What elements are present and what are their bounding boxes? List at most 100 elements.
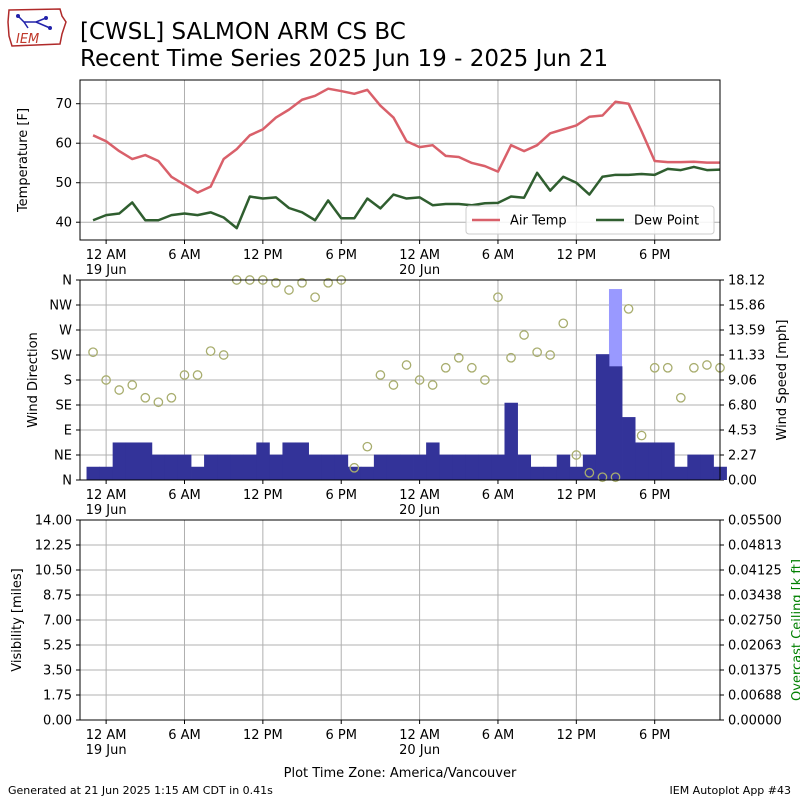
wind-speed-bar [400, 454, 414, 480]
ceiling-tick-label: 0.01375 [728, 664, 782, 679]
wind-speed-tick-label: 0.00 [728, 474, 757, 489]
x-day-label: 20 Jun [399, 263, 440, 278]
wind-dir-tick-label: N [62, 274, 72, 289]
air-temp-series-line [92, 87, 720, 194]
iowa-shape-icon [7, 8, 67, 47]
wind-direction-point [702, 360, 712, 370]
x-tick-label: 6 PM [325, 488, 356, 503]
wind-speed-bar [517, 454, 532, 480]
wind-dir-tick-label: E [64, 424, 72, 439]
wind-direction-point [114, 385, 125, 395]
wind-speed-tick-label: 15.86 [728, 299, 765, 314]
x-tick-label: 6 AM [482, 248, 515, 263]
plot-frame [79, 79, 721, 241]
wind-speed-bar [687, 454, 701, 480]
x-tick-label: 12 PM [243, 728, 283, 743]
x-day-label: 19 Jun [86, 263, 127, 278]
wind-speed-bar [204, 454, 218, 480]
x-tick-label: 12 AM [399, 728, 440, 743]
wind-dir-tick-label: W [59, 324, 72, 339]
ceiling-tick-label: 0.03438 [728, 589, 782, 604]
wind-speed-bar [700, 454, 714, 480]
wind-speed-bar [217, 454, 231, 480]
wind-direction-point [519, 330, 529, 340]
wind-speed-bar [138, 442, 153, 480]
wind-direction-point [558, 318, 569, 329]
wind-speed-tick-label: 13.59 [728, 324, 765, 339]
dew-point-series-line [92, 165, 721, 230]
visibility-tick-label: 12.25 [35, 539, 72, 554]
legend-label: Dew Point [634, 214, 699, 229]
wind-speed-bar [321, 454, 336, 480]
wind-direction-point [140, 392, 151, 403]
plot-frame [79, 279, 721, 481]
footer-generated: Generated at 21 Jun 2025 1:15 AM CDT in … [8, 784, 273, 797]
wind-direction-point [427, 380, 438, 390]
x-tick-label: 6 AM [482, 728, 515, 743]
chart-title-line2: Recent Time Series 2025 Jun 19 - 2025 Ju… [80, 46, 609, 72]
wind-direction-point [179, 370, 190, 380]
x-day-label: 20 Jun [399, 503, 440, 518]
wind-speed-bar [622, 417, 636, 480]
y-tick-label: 60 [55, 137, 72, 152]
wind-speed-tick-label: 4.53 [728, 424, 757, 439]
wind-direction-point [453, 352, 464, 363]
wind-speed-bar [582, 454, 597, 480]
wind-direction-point [401, 360, 412, 370]
x-tick-label: 12 PM [556, 728, 596, 743]
x-tick-label: 12 AM [86, 488, 127, 503]
wind-dir-tick-label: S [64, 374, 72, 389]
wind-direction-point [388, 380, 399, 390]
x-tick-label: 6 AM [168, 728, 201, 743]
wind-direction-point [675, 392, 686, 403]
wind-speed-bar [295, 442, 309, 480]
wind-speed-bar [308, 454, 323, 480]
ceiling-tick-label: 0.04813 [728, 539, 782, 554]
wind-speed-bar [674, 466, 688, 480]
ceiling-tick-label: 0.02063 [728, 639, 782, 654]
wind-direction-point [493, 292, 503, 303]
wind-speed-bar [648, 442, 662, 480]
y-axis-label-visibility: Visibility [miles] [10, 568, 25, 671]
y-axis-label-wind-speed: Wind Speed [mph] [775, 320, 790, 441]
visibility-tick-label: 5.25 [43, 639, 72, 654]
iem-logo: IEM [7, 8, 67, 47]
wind-direction-point [297, 277, 307, 288]
wind-speed-bar [177, 454, 192, 480]
wind-speed-bar [504, 402, 518, 480]
x-tick-label: 12 PM [243, 488, 283, 503]
legend-label: Air Temp [510, 214, 567, 229]
wind-speed-bar [282, 442, 296, 480]
wind-direction-point [323, 277, 334, 288]
wind-direction-point [349, 462, 360, 473]
wind-direction-point [610, 472, 621, 483]
wind-speed-tick-label: 2.27 [728, 449, 757, 464]
wind-direction-point [466, 362, 477, 373]
wind-direction-point [205, 346, 216, 356]
wind-direction-point [506, 352, 516, 363]
x-tick-label: 6 AM [168, 488, 201, 503]
wind-speed-tick-label: 6.80 [728, 399, 757, 414]
x-day-label: 19 Jun [86, 503, 127, 518]
wind-speed-bar [360, 466, 375, 480]
wind-dir-tick-label: N [62, 474, 72, 489]
wind-speed-bar [243, 454, 257, 480]
wind-speed-bar [595, 354, 610, 480]
x-tick-label: 6 PM [325, 728, 356, 743]
wind-direction-point [636, 430, 647, 441]
wind-speed-bar [413, 454, 427, 480]
ceiling-tick-label: 0.05500 [728, 514, 782, 529]
wind-direction-point [284, 285, 294, 295]
wind-speed-bar [256, 442, 270, 480]
visibility-tick-label: 8.75 [43, 589, 72, 604]
wind-direction-point [375, 370, 386, 380]
wind-speed-bar [373, 454, 388, 480]
x-tick-label: 12 PM [556, 488, 596, 503]
wind-speed-bar [530, 466, 545, 480]
wind-direction-point [166, 392, 177, 403]
ceiling-tick-label: 0.00000 [728, 714, 782, 729]
wind-speed-bar [269, 454, 283, 480]
x-tick-label: 6 AM [168, 248, 201, 263]
x-tick-label: 12 AM [86, 248, 127, 263]
wind-direction-point [532, 347, 542, 358]
